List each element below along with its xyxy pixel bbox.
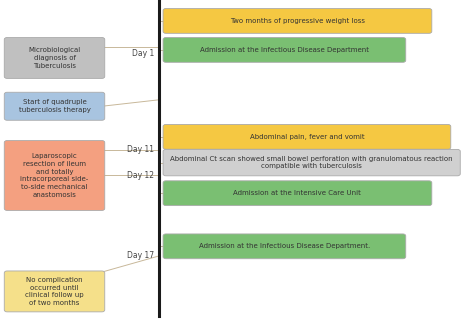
FancyBboxPatch shape <box>163 38 406 62</box>
Text: Day 17: Day 17 <box>127 251 154 260</box>
FancyBboxPatch shape <box>4 92 105 120</box>
Text: Two months of progressive weight loss: Two months of progressive weight loss <box>230 18 365 24</box>
Text: Admission at the Infectious Disease Department.: Admission at the Infectious Disease Depa… <box>199 243 370 249</box>
Text: Day 1: Day 1 <box>132 49 154 58</box>
Text: Microbiological
diagnosis of
Tuberculosis: Microbiological diagnosis of Tuberculosi… <box>28 47 81 69</box>
FancyBboxPatch shape <box>4 38 105 79</box>
FancyBboxPatch shape <box>4 140 105 211</box>
FancyBboxPatch shape <box>163 125 451 149</box>
Text: Admission at the Infectious Disease Department: Admission at the Infectious Disease Depa… <box>200 47 369 53</box>
Text: Laparoscopic
resection of ileum
and totally
intracorporeal side-
to-side mechani: Laparoscopic resection of ileum and tota… <box>20 153 89 198</box>
FancyBboxPatch shape <box>163 234 406 259</box>
FancyBboxPatch shape <box>163 181 432 205</box>
Text: Day 11: Day 11 <box>127 145 154 154</box>
Text: Abdominal Ct scan showed small bowel perforation with granulomatous reaction
com: Abdominal Ct scan showed small bowel per… <box>170 156 453 169</box>
FancyBboxPatch shape <box>4 271 105 312</box>
Text: Admission at the Intensive Care Unit: Admission at the Intensive Care Unit <box>234 190 361 196</box>
FancyBboxPatch shape <box>163 149 460 176</box>
FancyBboxPatch shape <box>163 9 432 33</box>
Text: Abdominal pain, fever and vomit: Abdominal pain, fever and vomit <box>250 134 364 140</box>
Text: Day 12: Day 12 <box>127 171 154 180</box>
Text: No complication
occurred until
clinical follow up
of two months: No complication occurred until clinical … <box>25 277 84 306</box>
Text: Start of quadruple
tuberculosis therapy: Start of quadruple tuberculosis therapy <box>18 99 91 113</box>
